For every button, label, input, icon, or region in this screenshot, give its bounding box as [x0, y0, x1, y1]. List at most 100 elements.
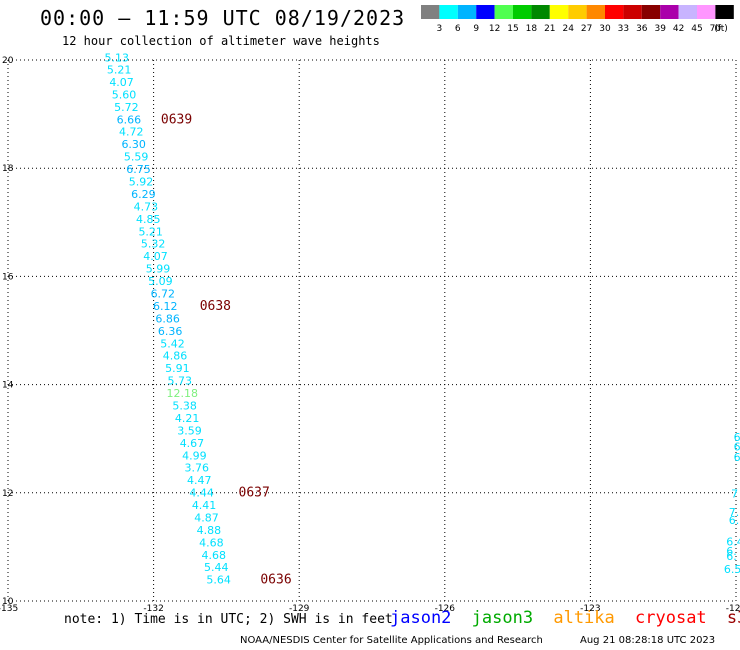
scale-tick-label: 33	[618, 24, 629, 34]
scale-swatch	[549, 5, 569, 19]
wave-height-value-edge: 6.	[729, 514, 740, 527]
wave-height-value-edge: 6.	[726, 550, 737, 563]
scale-tick-label: 27	[581, 24, 592, 34]
credit-line: NOAA/NESDIS Center for Satellite Applica…	[240, 635, 543, 646]
wave-height-value: 6.66	[117, 113, 142, 126]
wave-height-value-edge: 7	[731, 488, 738, 501]
scale-swatch	[715, 5, 734, 19]
pass-time-label: 0639	[161, 112, 192, 127]
wave-height-value: 5.21	[138, 225, 163, 238]
longitude-tick-label: -120	[726, 604, 740, 614]
wave-height-value: 4.85	[136, 213, 161, 226]
wave-height-value-edge: 7.	[729, 506, 740, 519]
wave-height-value: 4.73	[134, 200, 159, 213]
wave-height-value: 4.87	[194, 511, 219, 524]
scale-tick-label: 3	[437, 24, 443, 34]
scale-unit-label: (ft)	[714, 24, 728, 34]
latitude-tick-label: 14	[2, 381, 14, 391]
wave-height-value: 4.44	[189, 487, 214, 500]
wave-height-value: 6.36	[158, 325, 183, 338]
wave-height-value-edge: 6.	[726, 545, 737, 558]
pass-time-label: 0636	[260, 573, 291, 588]
pass-time-labels: 0639 0638 0637 0636	[161, 112, 292, 587]
latitude-tick-label: 16	[2, 272, 14, 282]
longitude-tick-label: -132	[143, 604, 163, 614]
wave-height-value: 5.72	[114, 101, 139, 114]
wave-height-value: 3.59	[177, 424, 202, 437]
wave-height-value: 5.42	[160, 337, 185, 350]
scale-tick-label: 15	[507, 24, 518, 34]
wave-height-value: 5.59	[124, 151, 149, 164]
wave-height-value: 4.21	[175, 412, 200, 425]
latitude-tick-label: 20	[2, 56, 14, 66]
wave-height-value: 6.30	[121, 138, 146, 151]
wave-height-value-edge: 6	[734, 451, 740, 464]
scale-tick-label: 70	[710, 24, 722, 34]
scale-tick-label: 12	[489, 24, 500, 34]
legend-altika: altika	[553, 608, 615, 628]
wave-height-value: 6.29	[131, 188, 156, 201]
scale-swatch	[421, 5, 440, 19]
wave-height-value: 6.12	[153, 300, 178, 313]
wave-height-value: 5.44	[204, 561, 229, 574]
wave-height-value: 6.75	[126, 163, 151, 176]
latitude-tick-label: 18	[2, 164, 14, 174]
generated-timestamp: Aug 21 08:28:18 UTC 2023	[580, 635, 716, 646]
scale-swatch	[697, 5, 716, 19]
scale-tick-label: 6	[455, 24, 461, 34]
map-subtitle: 12 hour collection of altimeter wave hei…	[62, 34, 380, 48]
scale-swatch	[439, 5, 458, 19]
map-grid	[7, 59, 737, 602]
wave-height-value: 6.86	[155, 312, 180, 325]
scale-swatch	[457, 5, 477, 19]
wave-height-value: 5.99	[146, 263, 171, 276]
scale-tick-label: 18	[526, 24, 538, 34]
scale-tick-label: 21	[544, 24, 555, 34]
scale-swatch	[476, 5, 495, 19]
wave-height-value: 4.47	[187, 474, 212, 487]
wave-height-value: 5.92	[129, 176, 154, 189]
wave-height-value: 4.88	[197, 524, 222, 537]
scale-swatch	[494, 5, 513, 19]
wave-height-color-scale: 3 6 9 12 15 18 21 24 27 30 33 36 39 42 45 70(ft)	[421, 5, 734, 34]
scale-tick-label: 39	[654, 24, 666, 34]
longitude-tick-label: -123	[580, 604, 600, 614]
wave-height-value: 5.09	[148, 275, 173, 288]
wave-height-observations: 5.135.214.075.605.726.664.726.305.596.75…	[104, 52, 740, 587]
wave-height-value: 5.32	[141, 238, 166, 251]
scale-tick-label: 30	[599, 24, 611, 34]
scale-swatch	[641, 5, 661, 19]
wave-height-value: 6.72	[151, 287, 176, 300]
wave-height-value-edge: 6	[734, 431, 740, 444]
wave-height-value: 4.07	[109, 76, 134, 89]
wave-height-value: 5.64	[206, 574, 231, 587]
wave-height-value: 5.60	[112, 88, 137, 101]
scale-tick-label: 24	[562, 24, 574, 34]
legend-jason3: jason3	[471, 608, 534, 628]
wave-height-value: 4.99	[182, 449, 207, 462]
pass-time-label: 0638	[200, 299, 231, 314]
wave-height-value-edge: 6.5	[724, 563, 740, 576]
wave-height-value-edge: 6	[734, 441, 740, 454]
wave-height-value: 5.91	[165, 362, 190, 375]
units-note: note: 1) Time is in UTC; 2) SWH is in fe…	[64, 612, 393, 627]
wave-height-value: 4.68	[199, 536, 224, 549]
satellite-legend: jason2 jason3 altika cryosat s3a	[390, 608, 740, 628]
legend-jason2: jason2	[390, 608, 452, 628]
pass-time-label: 0637	[239, 486, 270, 501]
wave-height-value: 4.67	[180, 437, 205, 450]
scale-tick-label: 45	[691, 24, 702, 34]
scale-tick-label: 9	[473, 24, 479, 34]
wave-height-value: 5.21	[107, 64, 132, 77]
legend-cryosat: cryosat	[635, 608, 707, 628]
wave-height-value: 4.41	[192, 499, 217, 512]
wave-height-value: 5.38	[172, 399, 197, 412]
wave-height-value: 5.13	[104, 52, 129, 65]
longitude-tick-label: -129	[289, 604, 310, 614]
wave-height-value: 5.73	[168, 375, 193, 388]
wave-height-value: 12.18	[166, 387, 198, 400]
wave-height-value-edge: 6.4	[726, 535, 740, 548]
scale-swatch	[623, 5, 642, 19]
